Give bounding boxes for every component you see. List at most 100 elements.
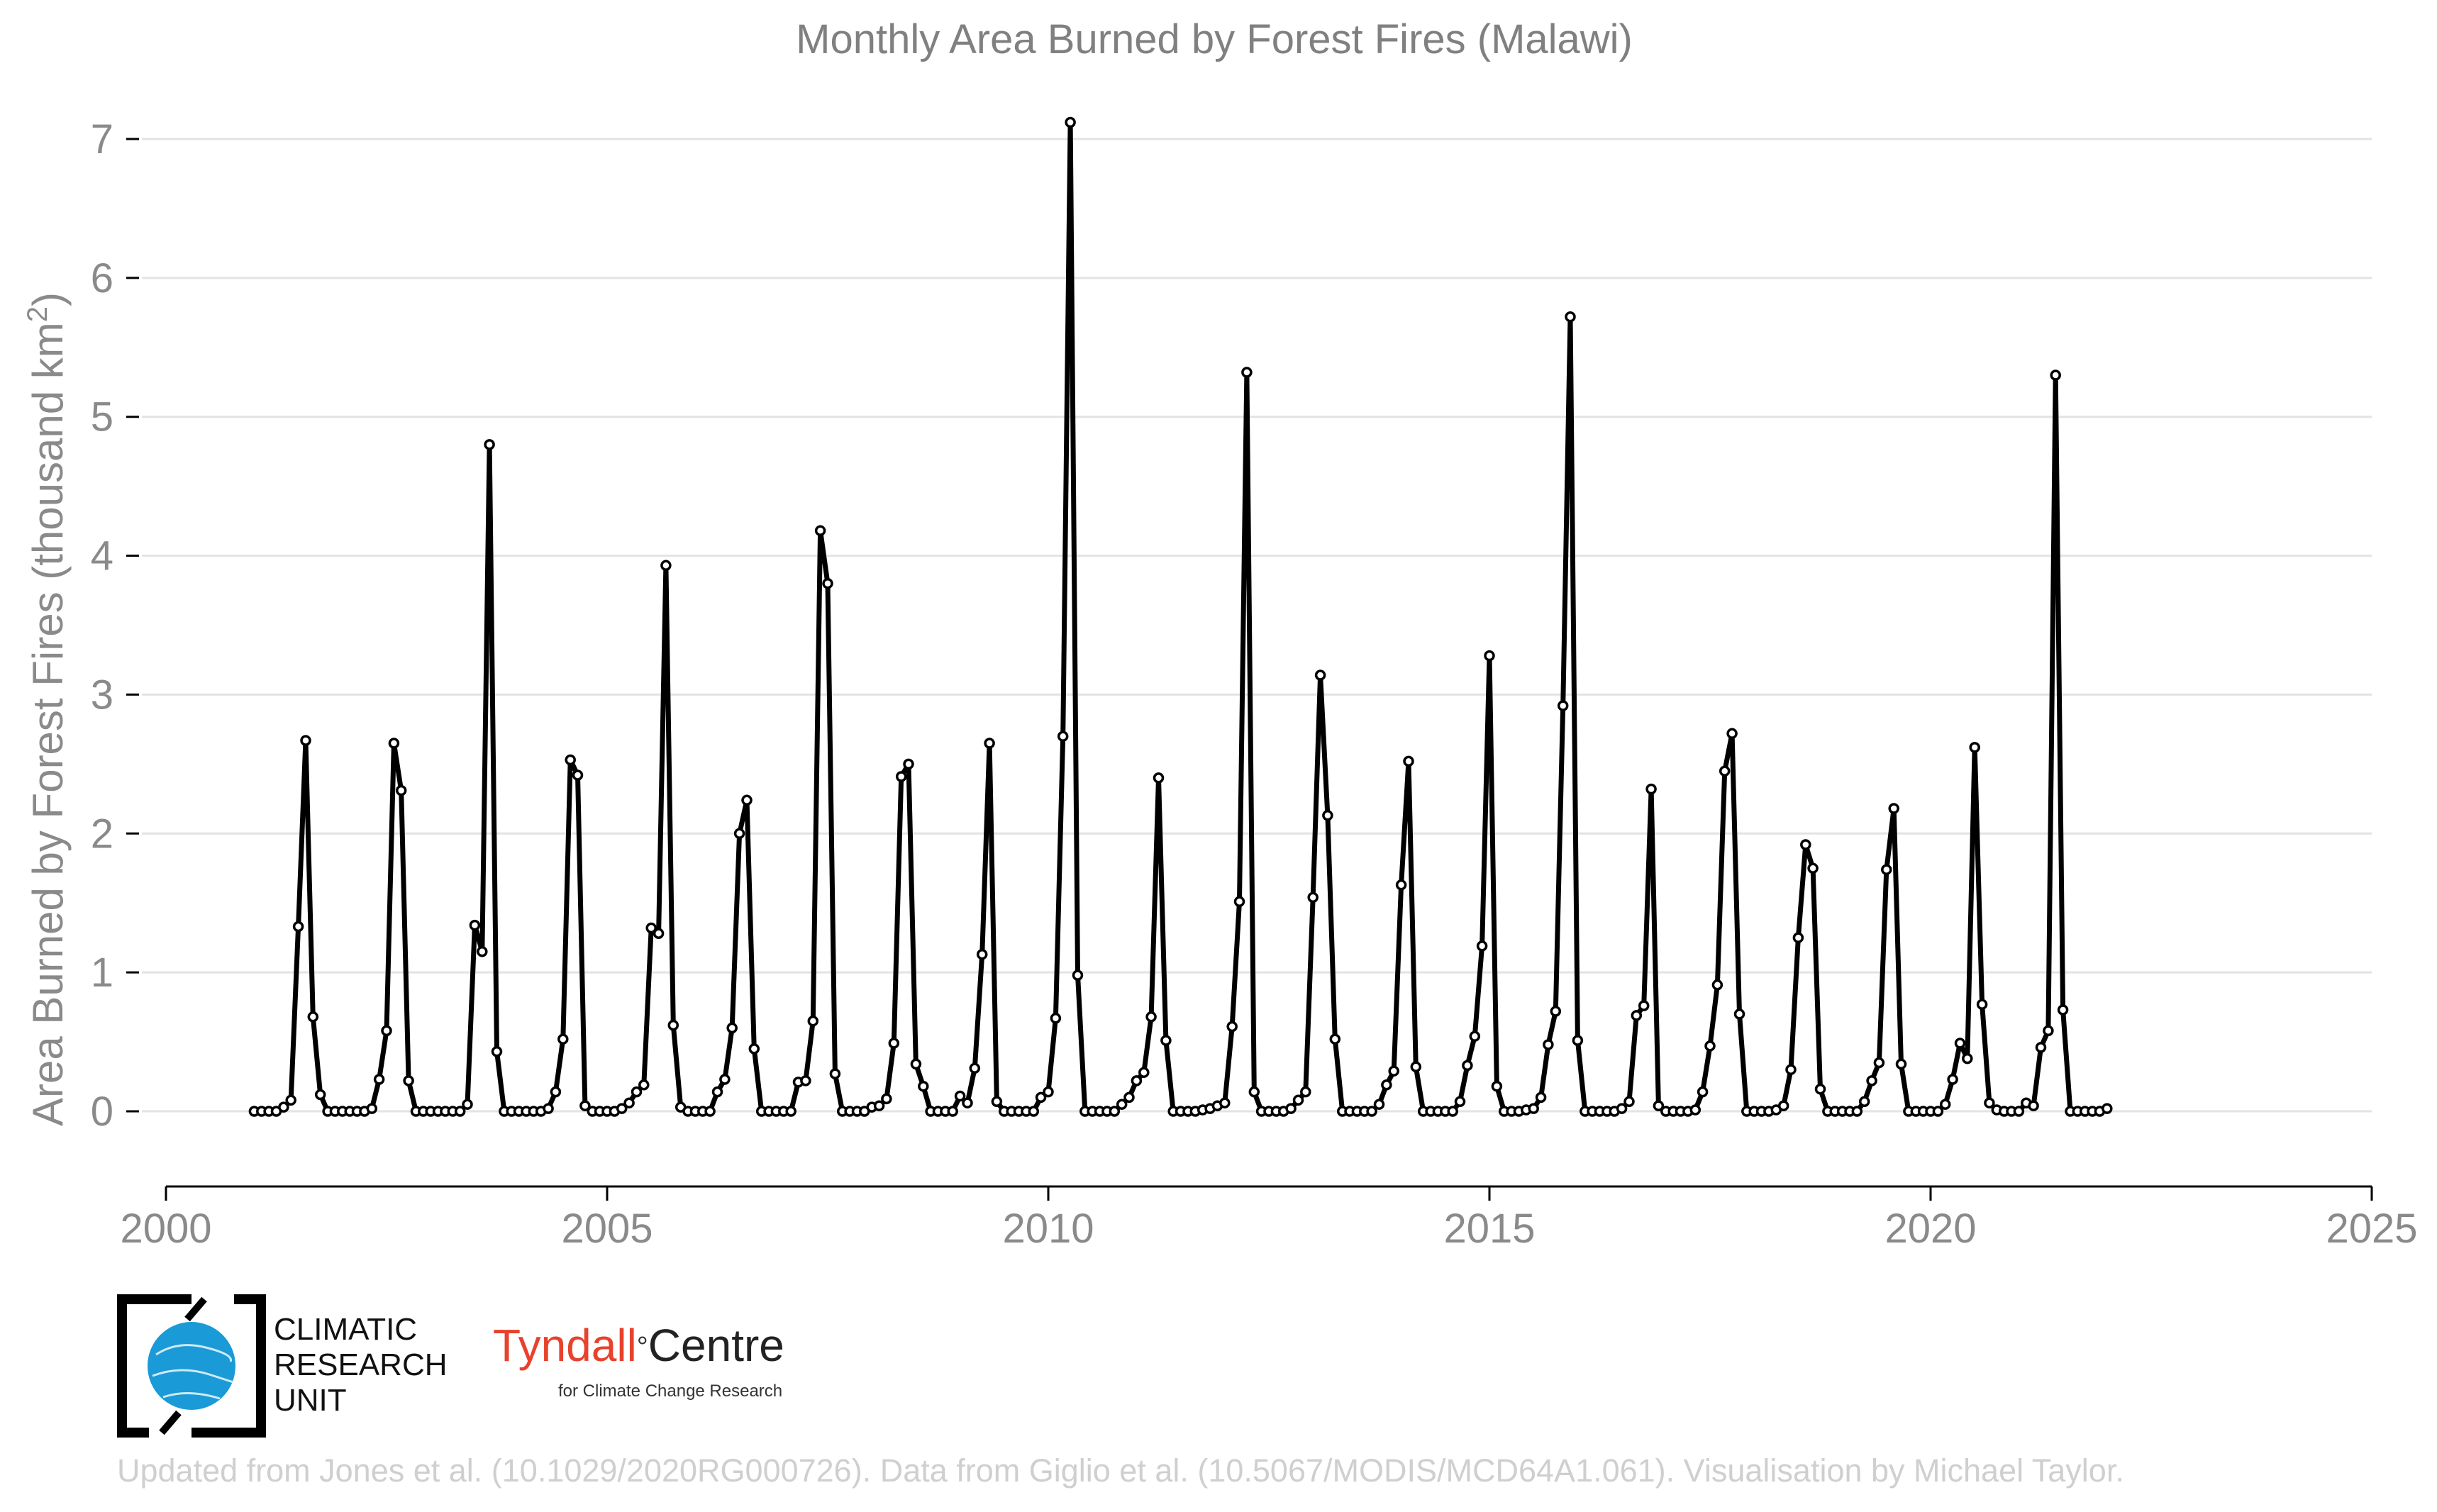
data-point xyxy=(623,1097,635,1108)
data-point xyxy=(1454,1096,1466,1108)
data-point xyxy=(395,784,407,796)
data-point xyxy=(1873,1057,1885,1069)
data-point xyxy=(1072,969,1084,981)
data-point xyxy=(2057,1004,2069,1016)
data-point xyxy=(1410,1061,1422,1073)
data-point xyxy=(638,1079,650,1091)
data-point xyxy=(373,1074,385,1085)
data-point xyxy=(888,1038,900,1049)
data-point xyxy=(1550,1006,1562,1017)
data-point xyxy=(1543,1039,1554,1050)
data-point xyxy=(1711,979,1723,991)
tyndall-name: Tyndall xyxy=(493,1320,637,1371)
data-point xyxy=(1447,1106,1458,1117)
data-point xyxy=(653,928,665,940)
data-point xyxy=(2102,1103,2113,1114)
data-point xyxy=(1792,932,1804,943)
data-point xyxy=(307,1011,319,1023)
y-tick-label: 3 xyxy=(91,672,113,718)
data-point xyxy=(1043,1086,1054,1098)
cru-line: UNIT xyxy=(274,1383,347,1418)
x-axis-ticks: 2000 2005 2010 2015 2020 2025 xyxy=(120,1186,2418,1252)
data-point xyxy=(1248,1086,1260,1098)
data-point xyxy=(1697,1086,1709,1098)
data-point xyxy=(1226,1021,1238,1033)
data-point xyxy=(800,1075,811,1086)
data-point xyxy=(1307,891,1319,904)
data-point xyxy=(1704,1040,1716,1052)
data-point xyxy=(1866,1075,1877,1086)
data-point xyxy=(1969,742,1980,753)
tyndall-logo: Tyndall°Centre for Climate Change Resear… xyxy=(493,1319,784,1401)
data-point xyxy=(895,771,907,782)
data-point xyxy=(1881,864,1892,875)
series-points xyxy=(248,116,2113,1117)
data-point xyxy=(1065,116,1076,128)
data-point xyxy=(631,1086,643,1098)
data-point xyxy=(1939,1099,1951,1110)
data-point xyxy=(1314,669,1326,681)
y-tick-label: 1 xyxy=(91,950,113,996)
x-tick-label: 2000 xyxy=(120,1206,211,1252)
data-point xyxy=(543,1103,554,1114)
data-point xyxy=(1403,755,1414,767)
data-point xyxy=(1035,1091,1047,1104)
data-point xyxy=(491,1046,503,1057)
y-axis-ticks: 0 1 2 3 4 5 6 7 xyxy=(91,116,139,1135)
data-point xyxy=(667,1019,679,1031)
data-point xyxy=(2013,1106,2025,1117)
data-point xyxy=(1623,1096,1635,1108)
data-point xyxy=(1057,730,1069,742)
data-point xyxy=(748,1043,760,1055)
data-point xyxy=(278,1101,289,1113)
data-point xyxy=(1528,1103,1539,1114)
data-point xyxy=(1638,1000,1650,1011)
data-point xyxy=(1557,700,1569,711)
data-point xyxy=(1395,879,1407,891)
data-point xyxy=(1947,1074,1958,1085)
data-point xyxy=(454,1106,466,1117)
data-point xyxy=(1241,367,1253,378)
data-point xyxy=(565,754,576,766)
data-point xyxy=(1733,1008,1745,1020)
data-point xyxy=(741,794,753,806)
data-point xyxy=(918,1080,929,1092)
data-point xyxy=(947,1106,958,1117)
data-point xyxy=(1219,1097,1231,1108)
data-point xyxy=(954,1090,966,1102)
data-point xyxy=(285,1094,296,1106)
data-point xyxy=(1292,1094,1304,1106)
y-tick-label: 7 xyxy=(91,116,113,162)
data-point xyxy=(616,1103,628,1114)
tyndall-centre: Centre xyxy=(648,1320,784,1371)
y-tick-label: 0 xyxy=(91,1089,113,1135)
data-point xyxy=(1962,1052,1973,1064)
data-point xyxy=(388,738,400,749)
chart-title: Monthly Area Burned by Forest Fires (Mal… xyxy=(796,16,1633,62)
data-point xyxy=(1462,1060,1473,1072)
data-point xyxy=(1785,1064,1797,1075)
data-point xyxy=(1616,1103,1628,1114)
data-point xyxy=(829,1068,841,1079)
data-point xyxy=(550,1086,562,1098)
data-point xyxy=(2043,1025,2054,1037)
cru-line: CLIMATIC xyxy=(274,1312,418,1347)
cru-line: RESEARCH xyxy=(274,1347,448,1382)
data-point xyxy=(1535,1091,1547,1104)
data-point xyxy=(704,1106,716,1117)
data-point xyxy=(1689,1104,1702,1116)
tyndall-subtitle: for Climate Change Research xyxy=(558,1382,783,1401)
data-point xyxy=(1895,1058,1907,1070)
data-point xyxy=(1565,311,1576,323)
data-point xyxy=(726,1022,738,1034)
data-point xyxy=(1719,765,1731,777)
data-point xyxy=(1491,1080,1503,1092)
data-point xyxy=(572,769,584,781)
data-point xyxy=(1976,999,1988,1010)
data-point xyxy=(1300,1086,1311,1098)
data-point xyxy=(1116,1099,1128,1110)
data-point xyxy=(1631,1010,1643,1021)
data-point xyxy=(1653,1100,1665,1111)
data-point xyxy=(403,1075,414,1086)
data-point xyxy=(2028,1100,2039,1111)
